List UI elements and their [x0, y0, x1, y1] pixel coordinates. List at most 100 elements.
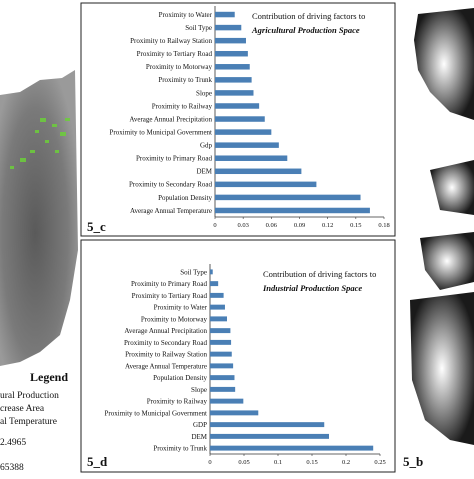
chart-5d-category-label: Proximity to Trunk [153, 445, 207, 453]
chart-5d-bar [210, 304, 225, 310]
chart-5d-category-label: Proximity to Motorway [141, 315, 208, 323]
chart-5d-bar [210, 375, 235, 381]
chart-5c-x-tick-label: 0.09 [294, 222, 305, 229]
chart-5d-x-tick-label: 0 [208, 459, 211, 466]
chart-5c-bar [215, 181, 317, 188]
legend-value-1: 2.4965 [0, 438, 26, 448]
chart-frame-5d [80, 239, 396, 473]
chart-5c-x-tick-label: 0.18 [378, 222, 389, 229]
right-map-region-top [414, 8, 474, 120]
chart-5c-title: Contribution of driving factors to [252, 11, 365, 21]
chart-5d-x-tick-label: 0.25 [374, 459, 385, 466]
chart-5d-category-label: Proximity to Municipal Government [105, 409, 208, 417]
left-map-region [0, 70, 78, 366]
chart-5d-category-label: Proximity to Tertiary Road [132, 292, 208, 300]
chart-5c-bar [215, 90, 254, 96]
chart-5d-category-label: Proximity to Railway Station [125, 351, 207, 359]
chart-5d-title: Contribution of driving factors to [263, 269, 376, 279]
chart-5c-x-tick-label: 0.03 [237, 222, 248, 229]
chart-5d-bar [210, 328, 231, 334]
chart-5c-bar [215, 207, 370, 214]
chart-5d-bar [210, 363, 234, 369]
chart-5d-x-tick-label: 0.2 [342, 459, 350, 466]
chart-5d-category-label: Proximity to Primary Road [131, 280, 208, 288]
chart-5d-x-tick-label: 0.1 [274, 459, 282, 466]
chart-5c-category-label: Proximity to Water [159, 11, 213, 19]
chart-5c-category-label: Soil Type [185, 24, 212, 32]
chart-5c-category-label: DEM [196, 168, 212, 176]
chart-5c-category-label: Proximity to Motorway [146, 63, 213, 71]
chart-5c-category-label: Slope [196, 89, 212, 97]
chart-5d-category-label: Average Annual Precipitation [124, 327, 207, 335]
chart-5c-category-label: Average Annual Temperature [130, 207, 212, 215]
chart-5c-category-label: Proximity to Railway Station [130, 37, 212, 45]
right-map-region-bottom [410, 292, 474, 445]
chart-5c-bar [215, 155, 288, 161]
chart-5d-bar [210, 339, 232, 345]
chart-5d-plot: Soil Type Proximity to Primary Road Proxim… [105, 264, 386, 466]
chart-5d-category-label: GDP [193, 421, 207, 429]
chart-5d-bar [210, 386, 236, 392]
panel-label-5d: 5_d [87, 454, 108, 469]
chart-5d-category-label: Proximity to Secondary Road [124, 339, 208, 347]
chart-5c-bar [215, 142, 279, 148]
chart-5d-category-label: DEM [191, 433, 207, 441]
chart-5c-bar [215, 129, 272, 135]
left-map-panel: Legend ural Production crease Area al Te… [0, 70, 78, 473]
chart-5c-category-label: Population Density [158, 194, 212, 202]
chart-5d-bar [210, 281, 219, 287]
chart-5d-category-label: Proximity to Water [154, 304, 208, 312]
panel-label-5b: 5_b [403, 454, 423, 469]
chart-5c-bar [215, 103, 260, 109]
chart-5c-bar [215, 194, 361, 201]
chart-5c-category-label: Proximity to Trunk [158, 76, 212, 84]
chart-5c-category-label: Average Annual Precipitation [129, 115, 212, 123]
chart-5c-subtitle: Agricultural Production Space [251, 25, 360, 35]
chart-5c-bar [215, 24, 242, 31]
chart-5c-category-label: Proximity to Primary Road [136, 155, 213, 163]
agricultural-increase-patches [10, 118, 70, 169]
legend-heading: Legend [30, 370, 68, 384]
chart-5c-bar [215, 77, 252, 83]
chart-5d-bar [210, 292, 224, 298]
chart-5c-x-tick-label: 0.15 [350, 222, 361, 229]
right-map-panel: 5_b [398, 0, 474, 474]
chart-5d-bar [210, 351, 232, 357]
chart-5c-x-tick-label: 0 [213, 222, 216, 229]
panel-label-5c: 5_c [87, 219, 106, 234]
chart-5c-bar [215, 64, 250, 70]
chart-5d-bar [210, 398, 244, 404]
chart-5c-category-label: Proximity to Railway [152, 102, 213, 110]
chart-5c-bar [215, 168, 302, 175]
chart-5c-bar [215, 116, 265, 122]
legend-value-2: 65388 [0, 463, 24, 473]
chart-5d-bar [210, 410, 259, 416]
chart-5d-x-tick-label: 0.05 [238, 459, 249, 466]
chart-5c-plot: Proximity to Water Soil Type Proximity to … [110, 6, 390, 229]
chart-5d-category-label: Soil Type [180, 268, 207, 276]
chart-5c-category-label: Proximity to Municipal Government [110, 128, 213, 136]
legend-line-3: al Temperature [0, 417, 57, 427]
chart-5d-category-label: Population Density [153, 374, 207, 382]
chart-5d-x-tick-label: 0.15 [306, 459, 317, 466]
chart-5d-category-label: Proximity to Railway [147, 398, 208, 406]
chart-5d-subtitle: Industrial Production Space [262, 283, 362, 293]
chart-5d-category-label: Average Annual Temperature [125, 362, 207, 370]
chart-5d-bar [210, 422, 325, 428]
right-map-region-mid [430, 160, 474, 215]
chart-5c-x-tick-label: 0.06 [266, 222, 278, 229]
chart-5c-category-label: Proximity to Secondary Road [129, 181, 213, 189]
chart-5d-bar [210, 269, 213, 275]
chart-5d-category-label: Slope [191, 386, 207, 394]
chart-5c-bar [215, 37, 246, 44]
chart-5c-bar [215, 50, 248, 57]
chart-5c-x-tick-label: 0.12 [322, 222, 333, 229]
right-map-region-lower [420, 232, 474, 290]
chart-5c-bar [215, 11, 235, 18]
chart-5d-bar [210, 433, 329, 439]
chart-5c-category-label: Proximity to Tertiary Road [137, 50, 213, 58]
legend-line-2: crease Area [0, 404, 45, 414]
chart-5c-category-label: Gdp [200, 142, 213, 150]
